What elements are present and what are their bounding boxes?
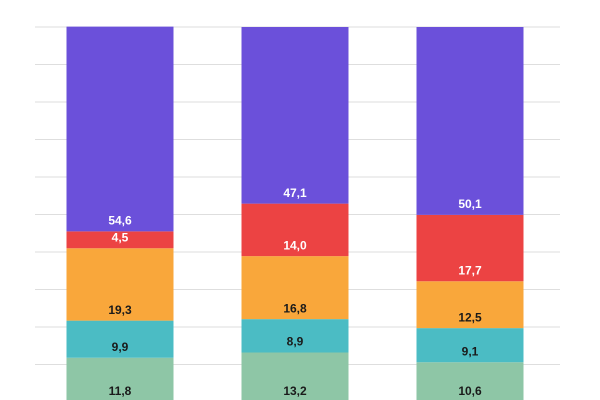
value-label: 54,6 — [108, 214, 132, 228]
bar-segment — [66, 26, 174, 232]
value-label: 8,9 — [287, 335, 304, 349]
bar-segment — [416, 214, 524, 282]
bar-segment — [66, 357, 174, 400]
bar-segment — [416, 362, 524, 400]
bar-segment — [416, 27, 524, 215]
value-label: 4,5 — [112, 230, 129, 244]
value-label: 12,5 — [458, 310, 482, 324]
bar-segment — [241, 256, 349, 320]
value-label: 11,8 — [109, 384, 132, 398]
value-label: 14,0 — [283, 238, 307, 252]
value-label: 9,9 — [112, 340, 129, 354]
bar-segment — [416, 328, 524, 363]
value-label: 50,1 — [458, 197, 482, 211]
value-label: 13,2 — [283, 384, 307, 398]
bar-segment — [66, 231, 174, 249]
bar-segment — [241, 319, 349, 353]
bar-segment — [416, 281, 524, 329]
value-label: 19,3 — [108, 303, 132, 317]
value-label: 9,1 — [462, 344, 479, 358]
bar-segment — [241, 27, 349, 204]
value-label: 17,7 — [458, 263, 482, 277]
bar-segment — [66, 320, 174, 358]
bar-segment — [66, 248, 174, 321]
bar-segment — [241, 352, 349, 400]
value-label: 10,6 — [458, 384, 482, 398]
value-label: 47,1 — [283, 186, 307, 200]
value-label: 16,8 — [283, 301, 307, 315]
bar-segment — [241, 203, 349, 257]
